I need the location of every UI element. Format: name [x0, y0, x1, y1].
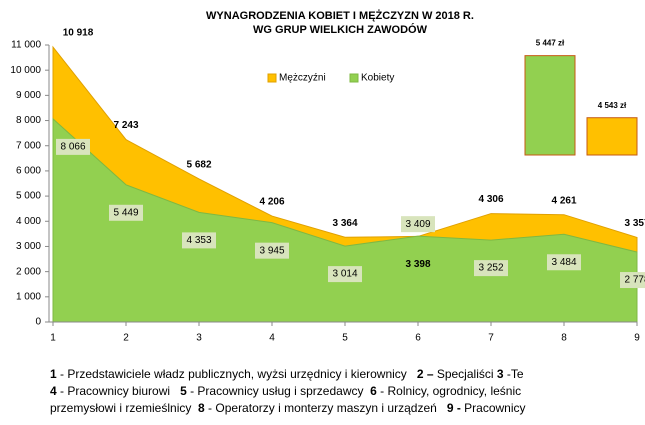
- value-label: 4 206: [259, 197, 284, 208]
- note-text: 5: [180, 384, 187, 398]
- chart-title: WYNAGRODZENIA KOBIET I MĘŻCZYZN W 2018 R…: [206, 9, 474, 22]
- y-tick-label: 5 000: [16, 191, 41, 202]
- note-text: 6: [370, 384, 377, 398]
- value-label: 3 364: [332, 218, 357, 229]
- value-label: 4 543 zł: [598, 101, 627, 110]
- value-label-box: [255, 242, 289, 259]
- legend-swatch: [349, 73, 359, 83]
- x-tick-label: 6: [415, 333, 421, 344]
- note-text: Pracownicy: [460, 401, 526, 415]
- x-tick-label: 3: [196, 333, 202, 344]
- note-text: 8: [198, 401, 205, 415]
- legend-note: 4 - Pracownicy biurowi 5 - Pracownicy us…: [50, 383, 645, 400]
- value-label-box: [56, 138, 90, 155]
- legend-swatch: [267, 73, 277, 83]
- note-text: - Operatorzy i monterzy maszyn i urządze…: [204, 401, 447, 415]
- value-label: 8 066: [60, 142, 85, 153]
- x-tick-label: 7: [488, 333, 494, 344]
- bar: [524, 55, 576, 156]
- y-tick-label: 7 000: [16, 140, 41, 151]
- value-label-box: [182, 232, 216, 249]
- value-label: 7 243: [113, 120, 138, 131]
- value-label: 10 918: [63, 28, 94, 39]
- value-label: 3 014: [332, 269, 357, 280]
- value-label: 3 409: [405, 219, 430, 230]
- value-label-box: [328, 266, 362, 283]
- value-label: 3 357: [624, 218, 645, 229]
- value-label: 3 945: [259, 245, 284, 256]
- chart: WYNAGRODZENIA KOBIET I MĘŻCZYZN W 2018 R…: [10, 9, 645, 344]
- value-label: 5 449: [113, 207, 138, 218]
- y-tick-label: 9 000: [16, 90, 41, 101]
- y-tick-label: 11 000: [11, 40, 41, 51]
- legend-note: 1 - Przedstawiciele władz publicznych, w…: [50, 366, 645, 383]
- y-tick-label: 1 000: [16, 291, 41, 302]
- x-tick-label: 5: [342, 333, 348, 344]
- legend-label: Mężczyźni: [279, 73, 326, 84]
- value-label: 3 252: [478, 263, 503, 274]
- x-tick-label: 2: [123, 333, 129, 344]
- x-tick-label: 1: [50, 333, 56, 344]
- note-text: 4: [50, 384, 57, 398]
- value-label: 4 261: [551, 195, 576, 206]
- value-label-box: [547, 254, 581, 271]
- legend-label: Kobiety: [361, 73, 394, 84]
- note-text: - Rolnicy, ogrodnicy, leśnic: [376, 384, 522, 398]
- y-tick-label: 4 000: [16, 216, 41, 227]
- note-text: 9 -: [446, 401, 461, 415]
- value-label: 5 447 zł: [536, 39, 565, 48]
- y-tick-label: 8 000: [16, 115, 41, 126]
- value-label: 4 306: [478, 194, 503, 205]
- y-tick-label: 2 000: [16, 266, 41, 277]
- value-label-box: [109, 204, 143, 221]
- note-text: 3: [496, 367, 504, 381]
- value-label: 4 353: [186, 235, 211, 246]
- x-tick-label: 4: [269, 333, 275, 344]
- x-tick-label: 8: [561, 333, 567, 344]
- note-text: - Pracownicy biurowi: [56, 384, 181, 398]
- y-tick-label: 6 000: [16, 166, 41, 177]
- legend-note: przemysłowi i rzemieślnicy 8 - Operatorz…: [50, 400, 645, 417]
- note-text: 1: [50, 367, 57, 381]
- value-label: 2 778: [624, 275, 645, 286]
- value-label: 5 682: [186, 160, 211, 171]
- note-text: przemysłowi i rzemieślnicy: [50, 401, 199, 415]
- note-text: - Pracownicy usług i sprzedawcy: [186, 384, 371, 398]
- note-text: - Przedstawiciele władz publicznych, wyż…: [56, 367, 417, 381]
- note-text: 2 –: [416, 367, 434, 381]
- y-tick-label: 0: [35, 317, 41, 328]
- bar: [586, 117, 638, 156]
- value-label-box: [474, 260, 508, 277]
- note-text: -Te: [503, 367, 524, 381]
- x-tick-label: 9: [634, 333, 640, 344]
- value-label-box: [620, 272, 645, 289]
- value-label: 3 484: [551, 257, 576, 268]
- value-label: 3 398: [405, 259, 430, 270]
- y-tick-label: 10 000: [10, 65, 41, 76]
- chart-title: WG GRUP WIELKICH ZAWODÓW: [253, 23, 428, 36]
- value-label-box: [401, 216, 435, 233]
- y-tick-label: 3 000: [16, 241, 41, 252]
- note-text: Specjaliści: [433, 367, 497, 381]
